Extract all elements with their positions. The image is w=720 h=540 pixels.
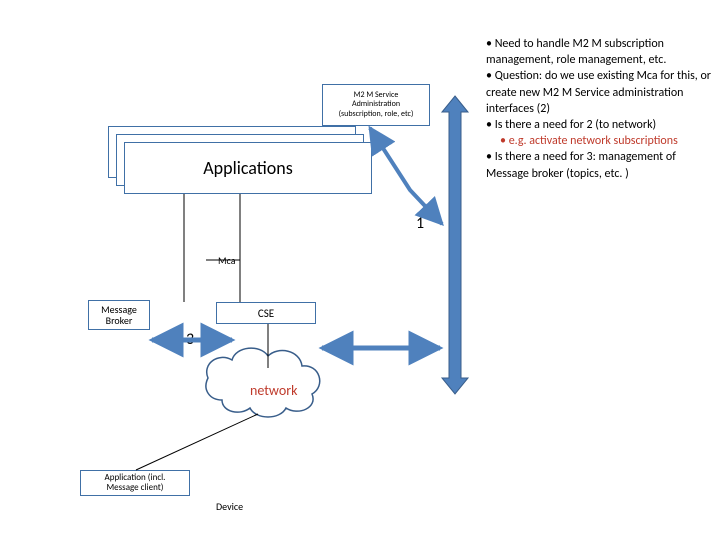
bullet-3-sub: • e.g. activate network subscriptions bbox=[500, 133, 711, 149]
admin-line-3: (subscription, role, etc) bbox=[339, 110, 414, 119]
app-incl-box: Application (incl. Message client) bbox=[80, 470, 190, 496]
bullet-1: • Need to handle M2 M subscription manag… bbox=[486, 36, 711, 68]
number-2: 2 bbox=[416, 340, 424, 359]
bullet-2: • Question: do we use existing Mca for t… bbox=[486, 68, 711, 117]
applications-label: Applications bbox=[203, 157, 293, 179]
admin-box: M2 M Service Administration (subscriptio… bbox=[322, 84, 430, 126]
cse-box: CSE bbox=[216, 302, 316, 324]
cse-label: CSE bbox=[258, 307, 274, 320]
number-3: 3 bbox=[186, 330, 194, 349]
network-label: network bbox=[250, 382, 297, 399]
message-broker-box: Message Broker bbox=[88, 300, 150, 330]
text-panel: • Need to handle M2 M subscription manag… bbox=[486, 36, 711, 182]
network-line bbox=[136, 414, 258, 470]
message-broker-line-2: Broker bbox=[106, 315, 133, 326]
bullet-4: • Is there a need for 3: management of M… bbox=[486, 149, 711, 181]
arrow-1 bbox=[370, 128, 442, 224]
mca-label: Mca bbox=[218, 254, 236, 267]
applications-box: Applications bbox=[124, 142, 372, 194]
bullet-3: • Is there a need for 2 (to network) bbox=[486, 117, 711, 133]
big-vertical-arrow bbox=[442, 96, 468, 394]
app-incl-line-2: Message client) bbox=[106, 483, 163, 493]
device-label: Device bbox=[216, 500, 243, 513]
number-1: 1 bbox=[416, 214, 424, 233]
